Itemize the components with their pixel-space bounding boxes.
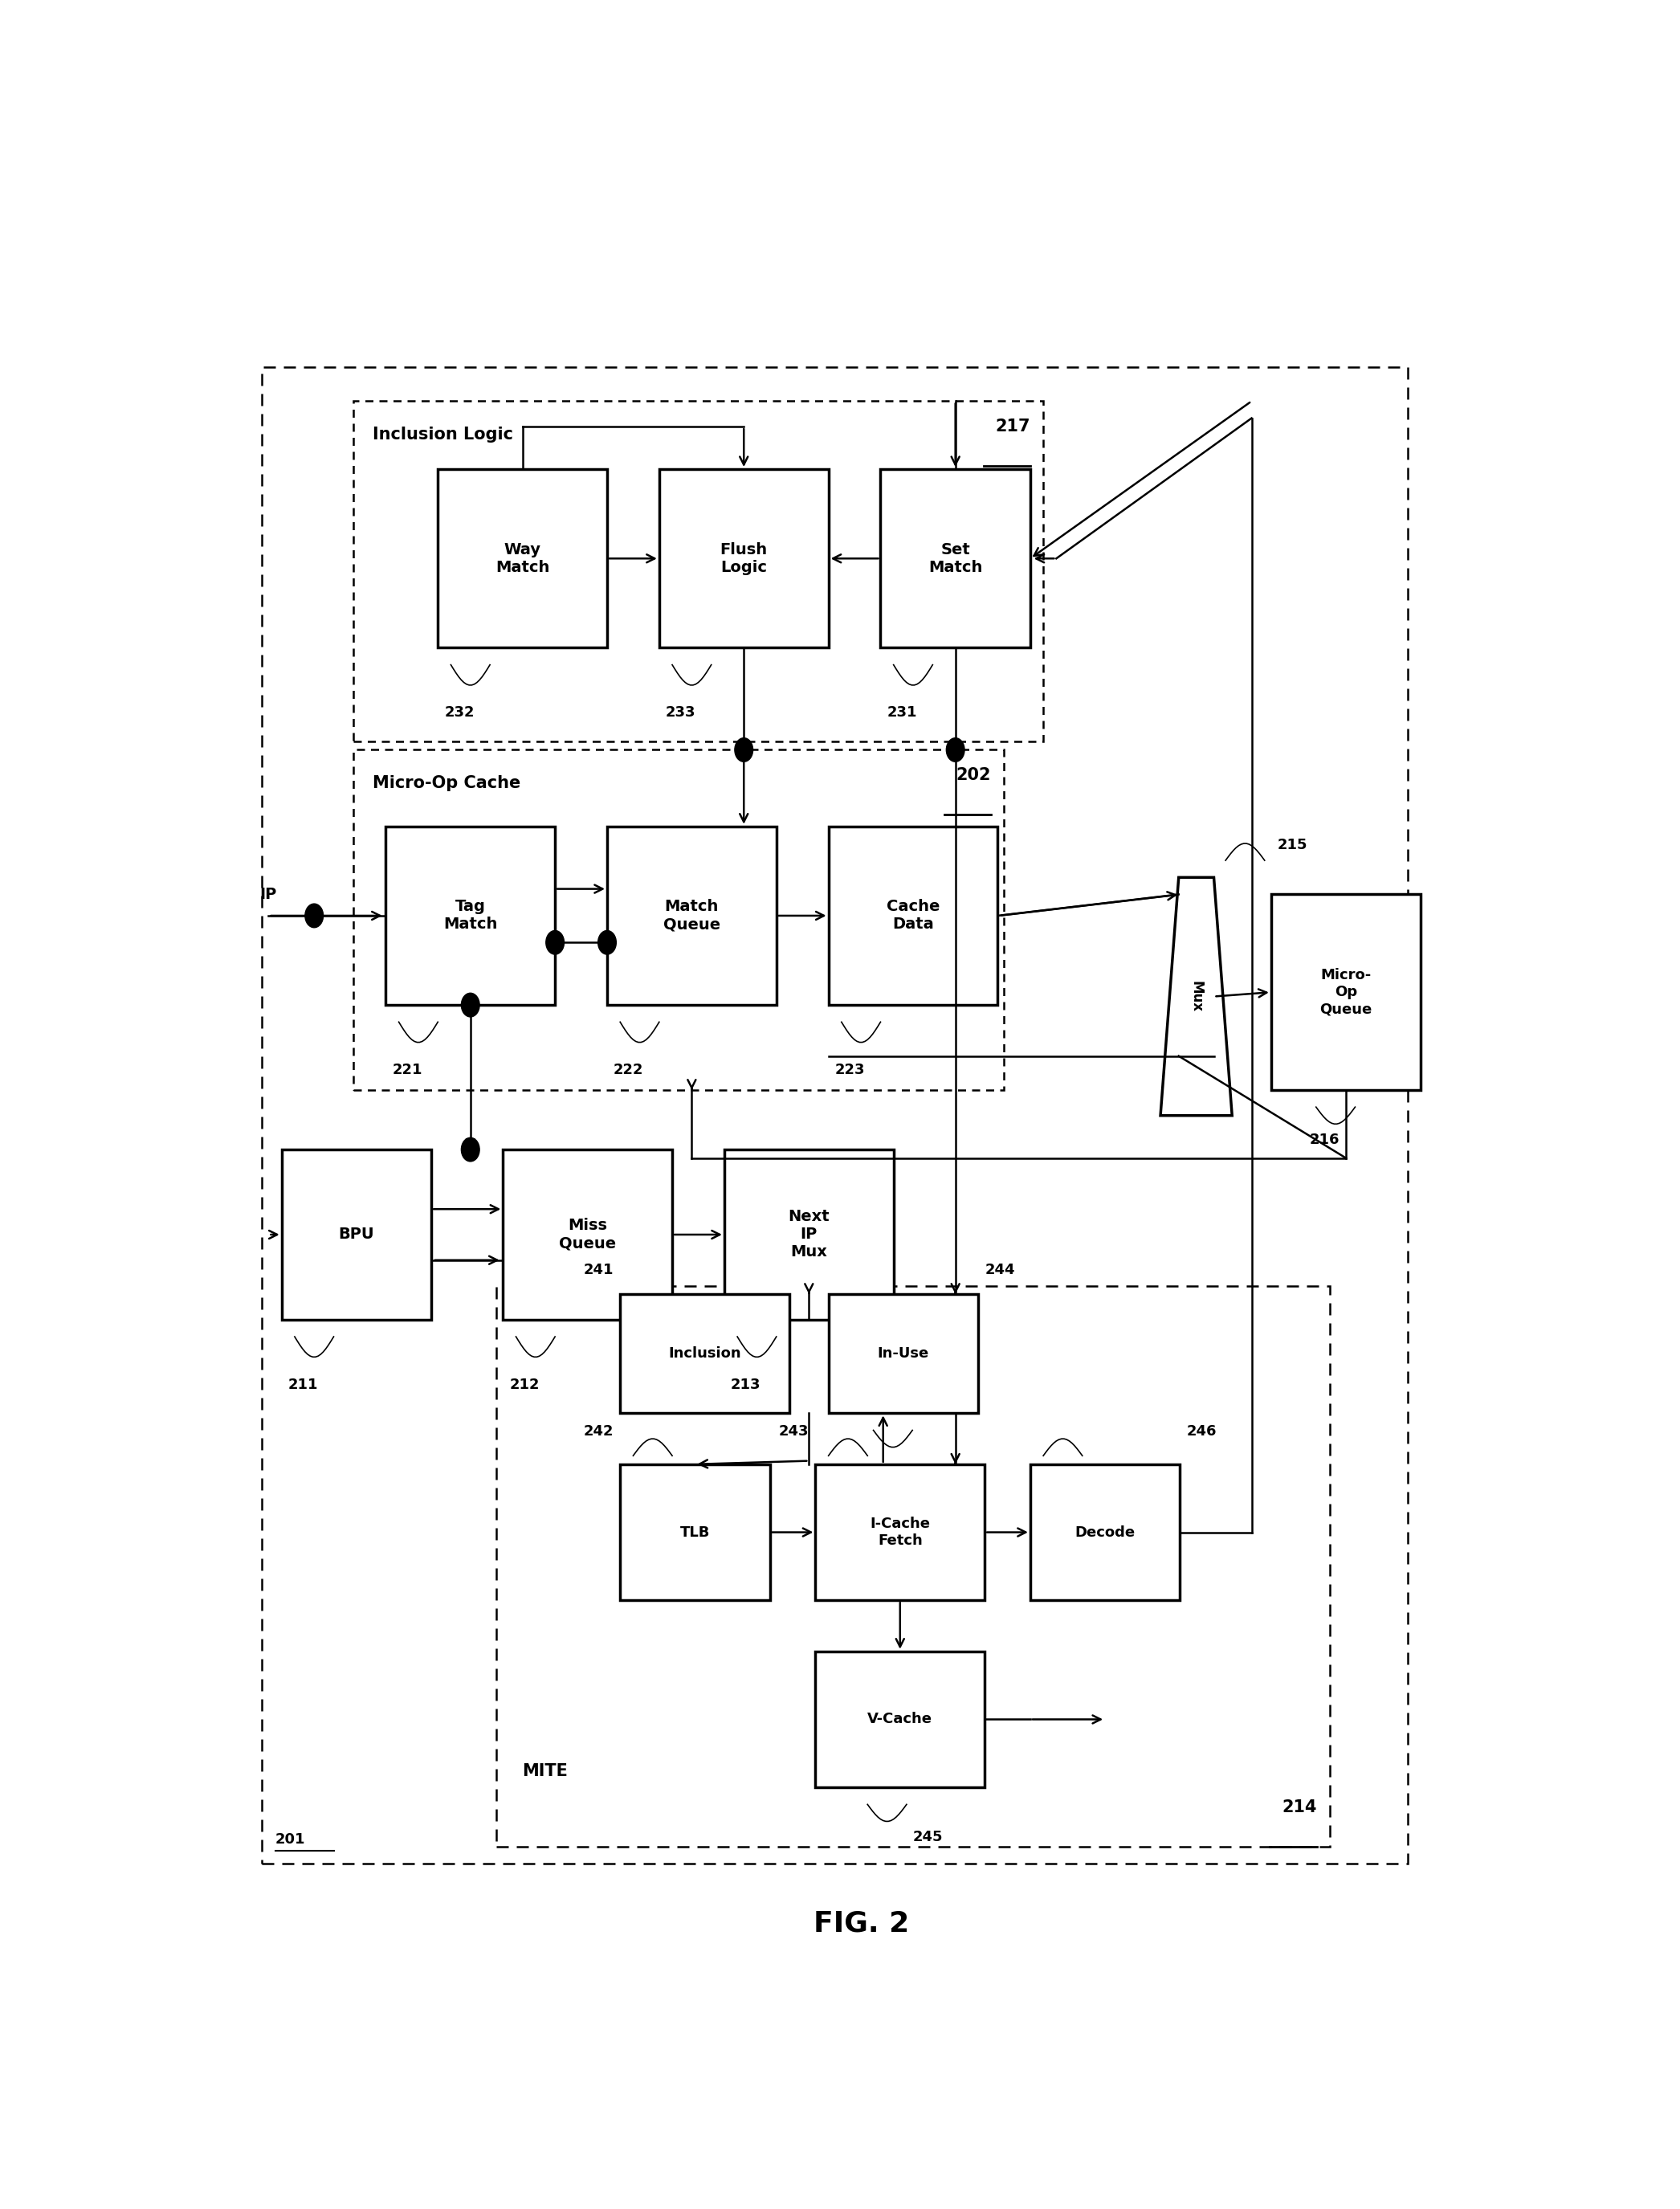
FancyBboxPatch shape — [659, 468, 828, 647]
Text: 232: 232 — [444, 705, 474, 720]
FancyBboxPatch shape — [828, 1294, 978, 1414]
Circle shape — [734, 738, 753, 762]
FancyBboxPatch shape — [724, 1149, 894, 1319]
Text: 215: 215 — [1278, 837, 1307, 853]
Text: 223: 223 — [835, 1063, 865, 1078]
FancyBboxPatch shape — [880, 468, 1030, 647]
Text: Next
IP
Mux: Next IP Mux — [788, 1208, 830, 1259]
Text: MITE: MITE — [522, 1763, 568, 1778]
Text: 243: 243 — [780, 1425, 810, 1438]
Text: 245: 245 — [914, 1829, 942, 1845]
Text: Micro-Op Cache: Micro-Op Cache — [373, 775, 521, 791]
FancyBboxPatch shape — [502, 1149, 672, 1319]
Text: Miss
Queue: Miss Queue — [559, 1217, 617, 1250]
Text: 231: 231 — [887, 705, 917, 720]
Text: 233: 233 — [665, 705, 696, 720]
Text: Tag
Match: Tag Match — [444, 899, 497, 932]
Text: V-Cache: V-Cache — [867, 1712, 932, 1727]
Text: 214: 214 — [1282, 1800, 1317, 1816]
Circle shape — [598, 930, 617, 954]
Text: 211: 211 — [289, 1378, 318, 1392]
Text: 244: 244 — [984, 1264, 1015, 1277]
FancyBboxPatch shape — [1030, 1465, 1179, 1599]
FancyBboxPatch shape — [828, 826, 998, 1005]
Text: Inclusion Logic: Inclusion Logic — [373, 426, 514, 442]
FancyBboxPatch shape — [386, 826, 554, 1005]
FancyBboxPatch shape — [620, 1294, 790, 1414]
Circle shape — [462, 1138, 479, 1162]
Text: IP: IP — [259, 886, 277, 901]
FancyBboxPatch shape — [438, 468, 606, 647]
Text: 222: 222 — [613, 1063, 643, 1078]
Text: 201: 201 — [276, 1833, 306, 1847]
Text: 212: 212 — [509, 1378, 539, 1392]
Text: Cache
Data: Cache Data — [887, 899, 939, 932]
FancyBboxPatch shape — [1272, 895, 1421, 1089]
Text: Set
Match: Set Match — [929, 541, 983, 574]
Circle shape — [462, 994, 479, 1016]
Text: 241: 241 — [583, 1264, 613, 1277]
FancyBboxPatch shape — [815, 1652, 984, 1787]
Text: Mux: Mux — [1189, 981, 1203, 1012]
FancyBboxPatch shape — [606, 826, 776, 1005]
Text: 217: 217 — [995, 418, 1030, 435]
Text: Inclusion: Inclusion — [669, 1347, 741, 1361]
Text: Flush
Logic: Flush Logic — [721, 541, 768, 574]
Text: Match
Queue: Match Queue — [664, 899, 721, 932]
Text: 202: 202 — [956, 767, 991, 782]
FancyBboxPatch shape — [815, 1465, 984, 1599]
Text: 246: 246 — [1186, 1425, 1216, 1438]
Polygon shape — [1161, 877, 1231, 1116]
FancyBboxPatch shape — [282, 1149, 432, 1319]
Circle shape — [546, 930, 564, 954]
Text: 242: 242 — [583, 1425, 613, 1438]
Text: Micro-
Op
Queue: Micro- Op Queue — [1320, 968, 1373, 1016]
Text: In-Use: In-Use — [877, 1347, 929, 1361]
Text: TLB: TLB — [680, 1524, 711, 1540]
Text: FIG. 2: FIG. 2 — [813, 1911, 909, 1937]
FancyBboxPatch shape — [620, 1465, 769, 1599]
Text: BPU: BPU — [339, 1226, 375, 1241]
Text: Decode: Decode — [1075, 1524, 1136, 1540]
Circle shape — [946, 738, 964, 762]
Circle shape — [306, 903, 323, 928]
Text: 213: 213 — [731, 1378, 761, 1392]
Text: I-Cache
Fetch: I-Cache Fetch — [870, 1518, 931, 1549]
Text: 216: 216 — [1309, 1133, 1339, 1146]
Text: 221: 221 — [393, 1063, 422, 1078]
Text: Way
Match: Way Match — [496, 541, 549, 574]
